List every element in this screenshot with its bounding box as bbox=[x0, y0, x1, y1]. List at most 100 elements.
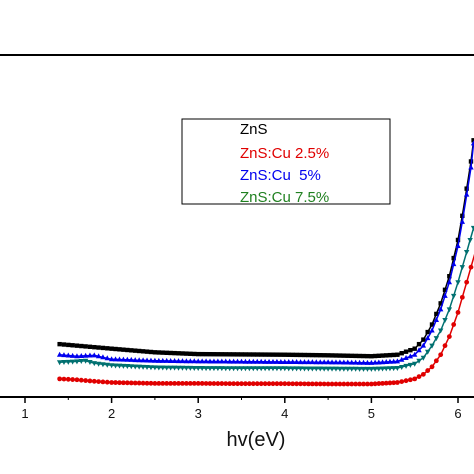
data-point bbox=[329, 353, 335, 358]
data-point bbox=[341, 366, 347, 372]
data-point bbox=[282, 352, 287, 357]
data-point bbox=[325, 381, 331, 387]
data-point bbox=[167, 365, 174, 371]
data-point bbox=[136, 357, 142, 363]
data-point bbox=[203, 381, 209, 386]
data-point bbox=[399, 351, 404, 356]
data-point bbox=[179, 365, 186, 371]
data-point bbox=[464, 186, 469, 191]
data-point bbox=[429, 327, 435, 333]
data-point bbox=[124, 356, 131, 362]
data-point bbox=[203, 366, 209, 372]
data-point bbox=[104, 379, 110, 385]
data-point bbox=[211, 352, 217, 357]
data-point bbox=[140, 349, 146, 354]
data-point bbox=[254, 381, 260, 387]
data-point bbox=[333, 381, 339, 387]
data-point bbox=[61, 352, 67, 358]
data-point bbox=[399, 356, 405, 362]
data-point bbox=[211, 381, 217, 386]
data-point bbox=[156, 350, 162, 355]
data-point bbox=[152, 381, 158, 386]
data-point bbox=[207, 358, 213, 364]
data-point bbox=[270, 366, 276, 372]
data-point bbox=[82, 358, 89, 364]
data-point bbox=[450, 261, 457, 267]
data-point bbox=[258, 366, 264, 372]
data-point bbox=[176, 381, 181, 386]
data-point bbox=[298, 352, 303, 358]
data-point bbox=[129, 348, 134, 353]
data-point bbox=[87, 344, 93, 349]
data-point bbox=[61, 342, 67, 347]
data-point bbox=[301, 359, 308, 365]
data-point bbox=[390, 358, 397, 364]
data-point bbox=[421, 337, 426, 342]
data-point bbox=[451, 255, 456, 261]
data-point bbox=[286, 352, 291, 357]
data-point bbox=[65, 359, 71, 365]
data-point bbox=[352, 359, 359, 365]
data-point bbox=[361, 353, 366, 359]
data-point bbox=[337, 353, 343, 358]
data-point bbox=[282, 358, 288, 364]
data-point bbox=[352, 366, 359, 372]
data-point bbox=[274, 366, 280, 372]
data-point bbox=[57, 341, 62, 347]
data-point bbox=[353, 381, 359, 387]
data-point bbox=[345, 353, 350, 358]
data-point bbox=[144, 357, 150, 363]
data-point bbox=[387, 366, 393, 372]
data-point bbox=[412, 346, 417, 351]
data-point bbox=[132, 357, 138, 363]
data-point bbox=[70, 343, 75, 348]
data-point bbox=[243, 352, 248, 357]
x-tick-label: 5 bbox=[368, 406, 375, 421]
data-point bbox=[100, 362, 106, 368]
data-point bbox=[207, 351, 213, 357]
data-point bbox=[160, 350, 165, 355]
legend-label-zns: ZnS bbox=[240, 121, 268, 138]
data-point bbox=[175, 358, 182, 364]
data-point bbox=[74, 359, 80, 365]
data-point bbox=[230, 358, 237, 364]
data-point bbox=[250, 358, 257, 364]
data-point bbox=[294, 352, 299, 358]
data-point bbox=[470, 140, 474, 146]
data-point bbox=[459, 294, 465, 300]
data-point bbox=[360, 366, 367, 372]
data-point bbox=[219, 352, 225, 357]
data-point bbox=[183, 358, 190, 364]
data-point bbox=[168, 350, 173, 356]
data-point bbox=[266, 358, 272, 364]
data-point bbox=[429, 364, 435, 370]
data-point bbox=[376, 366, 382, 372]
data-point bbox=[420, 355, 427, 361]
data-point bbox=[133, 348, 138, 353]
data-point bbox=[87, 378, 93, 384]
data-point bbox=[199, 366, 205, 372]
data-point bbox=[270, 381, 276, 387]
data-point bbox=[140, 357, 146, 363]
data-point bbox=[231, 352, 236, 357]
data-point bbox=[215, 366, 221, 372]
data-point bbox=[313, 381, 319, 387]
data-point bbox=[250, 381, 256, 387]
data-point bbox=[100, 379, 106, 385]
data-point bbox=[434, 311, 439, 317]
data-point bbox=[301, 366, 308, 372]
data-point bbox=[251, 352, 256, 357]
data-point bbox=[379, 359, 386, 365]
data-point bbox=[313, 366, 319, 372]
x-tick-label: 6 bbox=[454, 406, 461, 421]
data-point bbox=[262, 358, 268, 364]
data-point bbox=[246, 358, 253, 364]
data-point bbox=[424, 349, 431, 355]
data-point bbox=[199, 358, 205, 364]
data-point bbox=[455, 243, 461, 248]
data-point bbox=[121, 380, 126, 386]
data-point bbox=[317, 381, 323, 387]
data-point bbox=[243, 381, 248, 387]
data-point bbox=[113, 346, 118, 352]
data-point bbox=[463, 250, 470, 256]
